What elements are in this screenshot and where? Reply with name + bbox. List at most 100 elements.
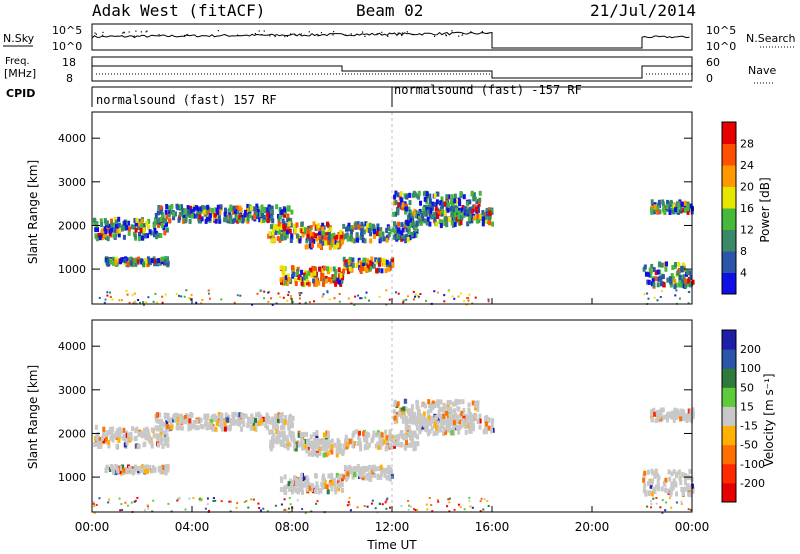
nsky-dot xyxy=(433,35,436,37)
scatter-cell xyxy=(347,260,351,266)
y-tick-label: 1000 xyxy=(58,471,86,484)
scatter-cell xyxy=(308,227,312,233)
power-scatter xyxy=(92,112,695,306)
scatter-cell xyxy=(677,202,681,208)
scatter-cell xyxy=(670,471,674,477)
scatter-cell xyxy=(329,226,333,232)
scatter-cell xyxy=(334,486,337,492)
scatter-cell xyxy=(409,220,413,226)
scatter-cell xyxy=(664,266,668,272)
scatter-cell xyxy=(440,406,444,412)
ground-scatter-dot xyxy=(103,301,106,304)
scatter-cell xyxy=(438,219,442,225)
scatter-cell xyxy=(465,420,469,426)
scatter-cell xyxy=(194,425,198,431)
scatter-cell xyxy=(204,421,207,427)
scatter-cell xyxy=(219,416,223,422)
scatter-cell xyxy=(146,256,150,262)
scatter-cell xyxy=(118,426,122,432)
scatter-cell xyxy=(359,235,363,241)
ground-scatter-dot xyxy=(326,290,329,293)
scatter-cell xyxy=(466,200,470,206)
ground-scatter-dot xyxy=(316,500,319,503)
ground-scatter-dot xyxy=(274,504,277,507)
scatter-cell xyxy=(329,479,333,485)
scatter-cell xyxy=(360,262,364,267)
ground-scatter-dot xyxy=(433,290,436,293)
ground-scatter-dot xyxy=(430,504,433,506)
scatter-cell xyxy=(410,419,414,425)
scatter-cell xyxy=(447,217,451,222)
scatter-cell xyxy=(322,265,326,271)
ground-scatter-dot xyxy=(109,296,112,298)
scatter-cell xyxy=(129,435,133,441)
ground-scatter-dot xyxy=(468,496,471,499)
ground-scatter-dot xyxy=(243,501,246,503)
ground-scatter-dot xyxy=(270,297,272,300)
scatter-cell xyxy=(427,415,431,421)
scatter-cell xyxy=(483,214,487,220)
ground-scatter-dot xyxy=(188,497,191,500)
scatter-cell xyxy=(165,433,169,439)
ground-scatter-dot xyxy=(190,293,193,296)
scatter-cell xyxy=(267,415,271,421)
scatter-cell xyxy=(691,486,695,492)
ground-scatter-dot xyxy=(467,297,470,299)
scatter-cell xyxy=(669,279,673,285)
scatter-cell xyxy=(448,416,452,422)
scatter-cell xyxy=(189,205,192,211)
scatter-cell xyxy=(314,473,318,479)
scatter-cell xyxy=(244,217,248,223)
ground-scatter-dot xyxy=(131,294,134,297)
colorbar-frame xyxy=(721,329,737,503)
scatter-cell xyxy=(373,473,377,478)
scatter-cell xyxy=(330,438,334,444)
scatter-cell xyxy=(255,203,259,209)
ground-scatter-dot xyxy=(199,499,202,502)
scatter-cell xyxy=(317,223,321,229)
colorbar-tick-label: 200 xyxy=(740,343,761,356)
ground-scatter-dot xyxy=(446,505,449,508)
scatter-cell xyxy=(468,412,472,418)
scatter-cell xyxy=(478,197,482,203)
scatter-cell xyxy=(162,225,166,231)
ground-scatter-dot xyxy=(178,294,180,297)
colorbar-segment xyxy=(722,330,736,350)
scatter-cell xyxy=(183,415,187,420)
scatter-cell xyxy=(378,232,382,238)
scatter-cell xyxy=(177,217,181,223)
scatter-cell xyxy=(295,271,299,277)
scatter-cell xyxy=(161,443,165,449)
scatter-cell xyxy=(187,414,191,419)
scatter-cell xyxy=(102,426,106,432)
scatter-cell xyxy=(141,235,145,241)
scatter-cell xyxy=(169,424,173,430)
scatter-cell xyxy=(217,215,221,221)
scatter-cell xyxy=(105,431,109,437)
scatter-cell xyxy=(175,425,179,431)
scatter-cell xyxy=(400,430,404,436)
scatter-cell xyxy=(279,487,283,492)
scatter-cell xyxy=(305,274,309,279)
scatter-cell xyxy=(208,213,212,219)
scatter-cell xyxy=(154,212,158,218)
scatter-cell xyxy=(293,443,297,449)
scatter-cell xyxy=(141,261,145,267)
ground-scatter-dot xyxy=(468,499,471,502)
scatter-cell xyxy=(160,437,164,443)
scatter-cell xyxy=(449,406,453,412)
scatter-cell xyxy=(317,440,321,446)
scatter-cell xyxy=(299,432,303,437)
ground-scatter-dot xyxy=(267,300,270,303)
scatter-cell xyxy=(262,218,265,223)
scatter-cell xyxy=(372,263,376,269)
scatter-cell xyxy=(372,229,376,235)
scatter-cell xyxy=(233,217,237,223)
scatter-cell xyxy=(452,426,456,432)
scatter-cell xyxy=(305,448,309,454)
scatter-cell xyxy=(384,429,388,435)
scatter-cell xyxy=(361,237,365,243)
scatter-cell xyxy=(416,405,420,411)
scatter-cell xyxy=(654,270,658,276)
scatter-cell xyxy=(684,472,687,478)
